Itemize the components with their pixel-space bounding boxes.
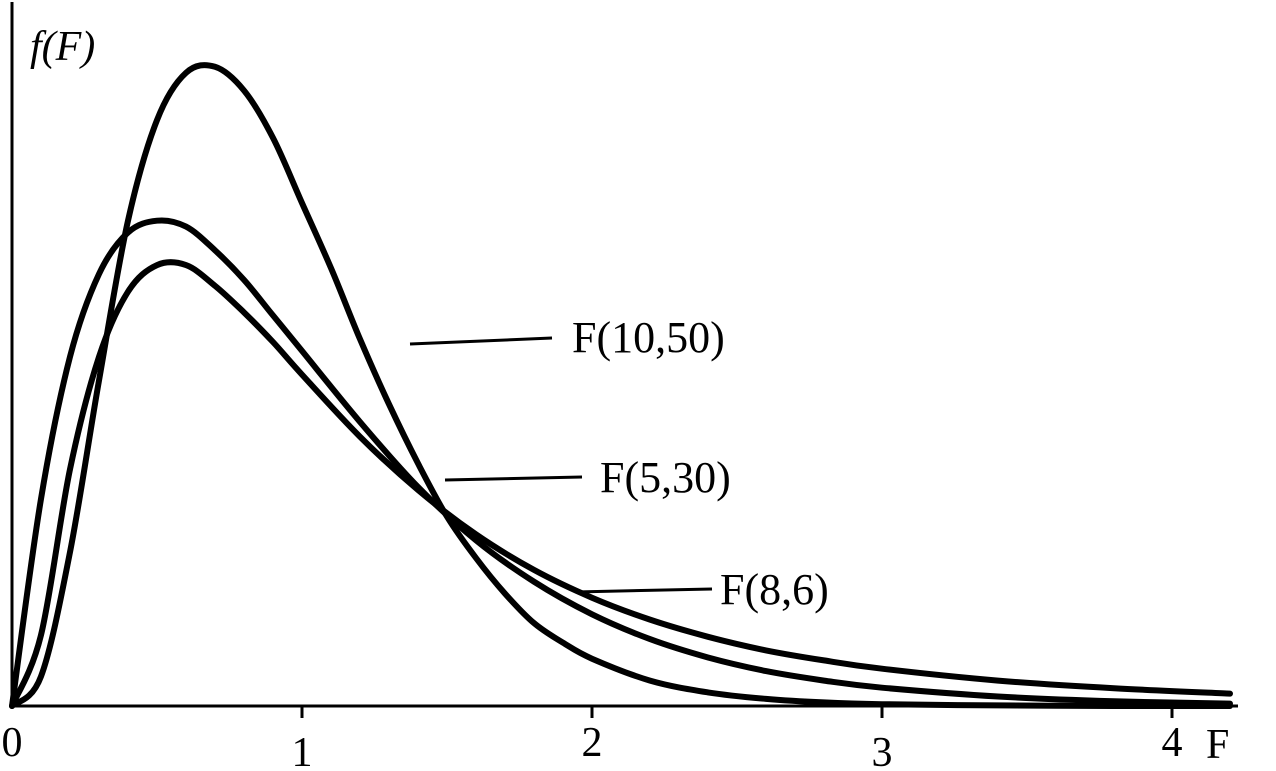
series-line-f-8-6: [9, 259, 1233, 709]
x-tick-label-1: 1: [292, 730, 313, 771]
series-labels: F(10,50) F(5,30) F(8,6): [409, 313, 829, 614]
leader-line-f-5-30: [444, 475, 583, 482]
x-tick-label-0: 0: [2, 720, 23, 766]
x-tick-label-2: 2: [582, 720, 603, 766]
series-label-f-10-50: F(10,50): [572, 313, 725, 362]
leader-line-f-10-50: [409, 336, 553, 346]
y-axis-label: f(F): [30, 24, 95, 70]
series-label-f-8-6: F(8,6): [720, 565, 829, 614]
leader-line-f-8-6: [574, 587, 713, 594]
series-label-f-5-30: F(5,30): [600, 453, 731, 502]
x-ticks: 0 1 2 3 4: [2, 706, 1183, 771]
x-tick-label-3: 3: [872, 730, 893, 771]
series-curves: [9, 62, 1233, 710]
x-tick-label-4: 4: [1162, 720, 1183, 766]
series-line-f-5-30: [9, 217, 1233, 709]
x-axis-label: F: [1206, 722, 1229, 768]
series-line-f-10-50: [9, 62, 1233, 710]
